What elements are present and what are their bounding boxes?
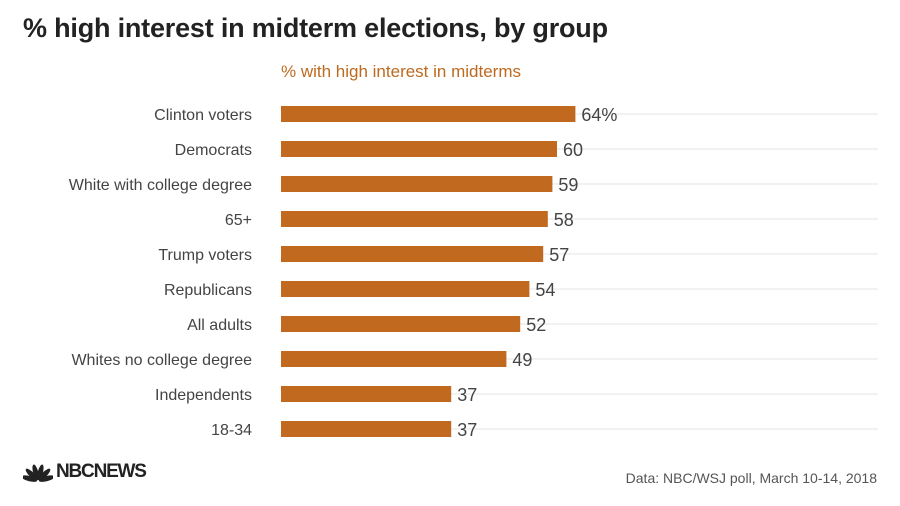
bar [281, 141, 557, 157]
category-label: Republicans [164, 282, 252, 299]
value-label: 37 [457, 385, 477, 405]
value-label: 60 [563, 140, 583, 160]
bar [281, 176, 553, 192]
category-label: White with college degree [69, 177, 252, 194]
category-label: Whites no college degree [71, 352, 252, 369]
category-label: Clinton voters [154, 107, 252, 124]
category-label: Democrats [175, 142, 252, 159]
bar [281, 106, 576, 122]
peacock-icon [23, 464, 53, 482]
nbc-news-logo: NBCNEWS [23, 461, 147, 483]
bar [281, 316, 521, 332]
bar [281, 351, 507, 367]
bar [281, 211, 548, 227]
category-label: 65+ [225, 212, 252, 229]
category-label: Trump voters [158, 247, 252, 264]
value-label: 57 [549, 245, 569, 265]
value-label: 52 [526, 315, 546, 335]
value-label: 54 [535, 280, 555, 300]
bar [281, 421, 452, 437]
value-label: 64% [581, 105, 617, 125]
chart-title: % high interest in midterm elections, by… [23, 13, 608, 43]
category-label: 18-34 [211, 422, 252, 439]
bar [281, 246, 544, 262]
chart-subtitle: % with high interest in midterms [281, 62, 521, 81]
value-label: 37 [457, 420, 477, 440]
category-label: All adults [187, 317, 252, 334]
bar [281, 386, 452, 402]
category-label: Independents [155, 387, 252, 404]
value-label: 58 [554, 210, 574, 230]
source-note: Data: NBC/WSJ poll, March 10-14, 2018 [625, 470, 877, 486]
brand-name: NBCNEWS [56, 461, 147, 482]
bar [281, 281, 530, 297]
value-label: 59 [558, 175, 578, 195]
value-label: 49 [512, 350, 532, 370]
